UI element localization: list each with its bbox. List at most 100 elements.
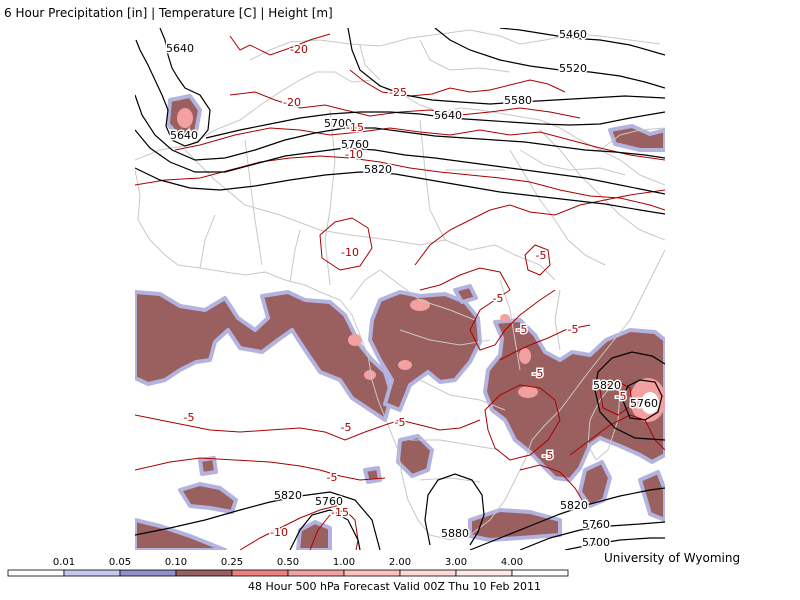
temperature-contour-label: -5	[517, 323, 528, 336]
temperature-contour-label: -5	[533, 367, 544, 380]
temp-contour-minus5-lake	[484, 384, 561, 461]
height-contour-label: 5760	[315, 495, 343, 508]
legend-swatch	[231, 569, 289, 577]
precip-area-southwest-2	[135, 518, 227, 550]
height-contour-label: 5820	[364, 163, 392, 176]
height-contour-label: 5760	[582, 518, 610, 531]
height-contour-5460	[499, 28, 665, 56]
height-contour-label: 5640	[166, 42, 194, 55]
precip-heavy-cell	[519, 348, 531, 364]
height-contour-5760-east	[621, 379, 663, 421]
coastline-southern-africa	[377, 299, 641, 541]
legend-swatch	[119, 569, 177, 577]
legend-swatch	[287, 569, 345, 577]
height-contour-label: 5820	[274, 489, 302, 502]
temperature-contour-label: -15	[331, 506, 349, 519]
height-contour-5580	[347, 28, 665, 105]
temp-contour-minus5-east	[569, 414, 665, 456]
coastline-west-africa	[135, 169, 379, 401]
temperature-contour-label: -5	[395, 416, 406, 429]
border-west-1	[199, 214, 216, 269]
precip-area-arabia	[608, 124, 665, 152]
precip-heavy-cell	[518, 386, 538, 398]
precip-area-southwest-1	[178, 482, 238, 514]
precip-area-small-2	[198, 456, 218, 476]
legend-swatch	[343, 569, 401, 577]
forecast-caption: 48 Hour 500 hPa Forecast Valid 00Z Thu 1…	[248, 580, 542, 593]
height-contour-label: 5520	[559, 62, 587, 75]
height-contour-5700	[135, 94, 665, 161]
credit-text: University of Wyoming	[604, 551, 741, 565]
coastline-horn	[639, 249, 665, 301]
legend-swatch	[175, 569, 233, 577]
precip-area-congo	[368, 290, 482, 412]
temperature-contour-label: -5	[536, 249, 547, 262]
legend-swatch	[7, 569, 65, 577]
precip-area-south-coast	[296, 520, 332, 550]
temperature-contours	[135, 33, 665, 550]
temp-contour-minus15	[174, 127, 665, 161]
border-south-2	[419, 477, 481, 483]
coastline-red-sea	[509, 149, 606, 266]
coastline-north-africa	[135, 71, 665, 186]
legend-tick-label: 0.50	[277, 557, 299, 568]
height-contour-label: 5880	[441, 527, 469, 540]
border-europe-2	[359, 44, 381, 81]
temperature-contour-label: -5	[341, 421, 352, 434]
border-central-1	[379, 269, 476, 321]
border-persian-gulf	[599, 127, 665, 151]
height-contour-label: 5760	[341, 138, 369, 151]
height-contour-label: 5640	[434, 109, 462, 122]
temperature-contour-label: -5	[184, 411, 195, 424]
temperature-contour-label: -10	[341, 246, 359, 259]
border-sahara-4	[419, 119, 446, 241]
border-south-1	[410, 439, 501, 451]
height-contour-5760-south	[289, 509, 665, 550]
legend-swatch	[511, 569, 569, 577]
temp-contour-minus25	[349, 69, 566, 97]
temp-contour-minus10-south	[239, 504, 341, 550]
border-central-2	[399, 329, 491, 346]
temperature-contour-label: -20	[283, 96, 301, 109]
precip-heavy-cell	[364, 370, 376, 380]
precip-area-small-3	[638, 470, 665, 522]
precip-heavy-cell	[348, 334, 362, 346]
legend-tick-label: 4.00	[501, 557, 523, 568]
border-sahara-3	[324, 109, 336, 286]
temp-contour-minus10	[135, 155, 665, 211]
border-sahara-2	[244, 139, 263, 266]
temperature-contour-label: -10	[345, 148, 363, 161]
height-contour-label: 5640	[170, 129, 198, 142]
legend-tick-label: 0.10	[165, 557, 187, 568]
border-east-1	[499, 279, 521, 371]
border-europe-1	[419, 39, 511, 73]
temp-contour-minus5-north	[414, 189, 665, 266]
height-contour-label: 5580	[504, 94, 532, 107]
height-contour-5820-south	[135, 487, 665, 550]
temp-contour-minus5-central	[419, 267, 556, 351]
legend-swatch	[63, 569, 121, 577]
temp-contour-minus5-mozambique	[519, 464, 586, 506]
temperature-contour-label: -10	[270, 526, 288, 539]
temperature-contour-label: -5	[327, 471, 338, 484]
border-west-2	[289, 229, 301, 283]
height-contour-5520	[434, 28, 665, 89]
border-middle-east	[519, 149, 626, 176]
temp-contour-minus5-rift	[499, 324, 591, 361]
precip-core	[641, 392, 659, 414]
country-borders	[135, 29, 665, 541]
precip-heavy-cell	[500, 314, 510, 322]
height-contour-5820-east	[594, 351, 665, 441]
precip-area-west-africa	[135, 290, 394, 422]
legend-tick-label: 3.00	[445, 557, 467, 568]
legend-tick-label: 1.00	[333, 557, 355, 568]
map-title: 6 Hour Precipitation [in] | Temperature …	[4, 6, 333, 20]
height-contour-label: 5460	[559, 28, 587, 41]
legend-swatch	[455, 569, 513, 577]
temp-contour-minus10-sahara	[319, 217, 373, 271]
precip-area-south	[396, 434, 434, 478]
border-central-3	[419, 379, 506, 411]
temp-contour-minus5-madagascar	[599, 379, 633, 416]
temp-contour-minus20	[229, 33, 581, 119]
